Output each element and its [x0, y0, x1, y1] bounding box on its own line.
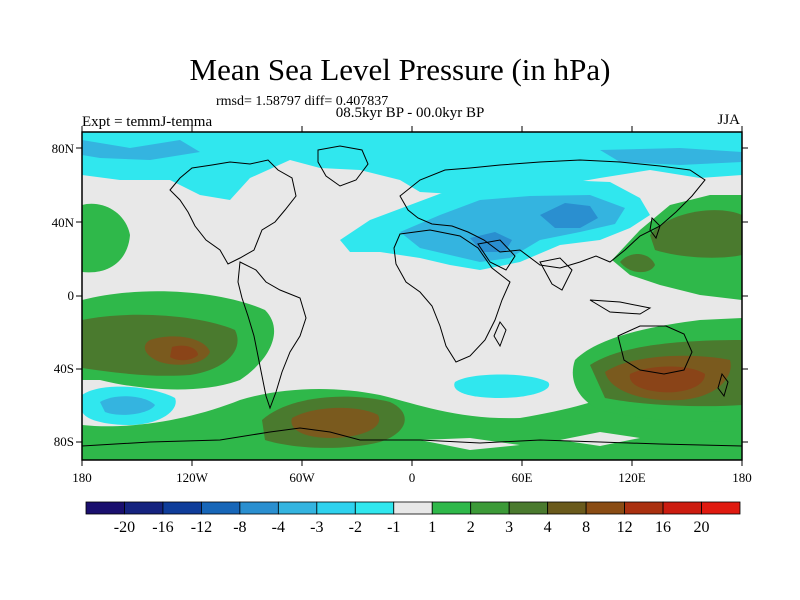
colorbar-label: 2 [466, 519, 475, 536]
colorbar-label: -20 [113, 519, 136, 536]
period-text: 08.5kyr BP - 00.0kyr BP [335, 105, 485, 121]
lon-label-0: 0 [408, 470, 416, 485]
coast-new-zealand [717, 372, 729, 398]
southern-ocean-high [82, 360, 742, 460]
season-label: JJA [717, 112, 740, 128]
colorbar-label: -16 [152, 519, 174, 536]
colorbar-label: -1 [387, 519, 401, 536]
colorbar-swatch [662, 501, 702, 515]
colorbar-label: 20 [693, 519, 710, 536]
colorbar-label: 1 [428, 519, 437, 536]
east-asia-high [620, 254, 655, 273]
antarctic-neutral [560, 432, 640, 446]
colorbar-swatch [624, 501, 664, 515]
lat-label-40n: 40N [51, 215, 74, 230]
colorbar-label: 12 [616, 519, 633, 536]
australia-high-max [629, 366, 705, 393]
nw-pacific-high-mid [650, 210, 742, 258]
colorbar-label: 3 [505, 519, 514, 536]
lon-label-60e: 60E [511, 470, 533, 485]
lon-label-60w: 60W [289, 470, 315, 485]
colorbar-swatch [239, 501, 279, 515]
ne-pacific-high [82, 203, 130, 273]
colorbar-swatch [85, 501, 125, 515]
colorbar-swatch [431, 501, 472, 515]
south-atlantic-high-core [291, 407, 380, 438]
axis-ticks [76, 126, 748, 466]
colorbar-label: 4 [543, 519, 552, 536]
stats-text: rmsd= 1.58797 diff= 0.407837 [216, 94, 389, 109]
coast-south-america [237, 261, 307, 410]
colorbar-swatch [393, 501, 433, 515]
colorbar-swatch [547, 501, 587, 515]
colorbar-swatch [508, 501, 549, 515]
south-pacific-low-core [100, 396, 155, 415]
south-indian-low [454, 374, 550, 398]
map-title: Mean Sea Level Pressure (in hPa) [189, 52, 611, 87]
coast-eurasia [399, 159, 706, 269]
colorbar [85, 501, 741, 515]
coast-arabia [477, 239, 516, 271]
coast-japan [649, 216, 661, 240]
coast-africa [393, 229, 511, 363]
lat-label-40s: 40S [53, 361, 74, 376]
coast-north-america [169, 159, 297, 265]
colorbar-label: -3 [310, 519, 324, 536]
arctic-low-anomaly [82, 132, 742, 200]
colorbar-label: -8 [233, 519, 247, 536]
lat-label-80s: 80S [53, 434, 74, 449]
lon-label-120w: 120W [176, 470, 208, 485]
arctic-low-core [82, 140, 200, 160]
colorbar-swatch [162, 501, 202, 515]
lat-label-80n: 80N [51, 141, 74, 156]
colorbar-swatch [701, 501, 741, 515]
colorbar-swatch [470, 501, 510, 515]
colorbar-label: -2 [348, 519, 362, 536]
lat-label-0: 0 [67, 288, 75, 303]
colorbar-swatch [354, 501, 395, 515]
colorbar-swatch [124, 501, 164, 515]
colorbar-label: 8 [582, 519, 591, 536]
coast-india [539, 257, 573, 291]
coast-indonesia [589, 299, 652, 315]
coastlines [82, 145, 742, 447]
lon-label-180w: 180 [72, 470, 92, 485]
colorbar-swatch [316, 501, 356, 515]
coast-australia [617, 325, 693, 375]
eurasia-low-core [540, 203, 598, 228]
map-field [82, 132, 742, 460]
coast-madagascar [493, 321, 507, 348]
colorbar-label: 16 [655, 519, 672, 536]
south-pacific-high-max [170, 345, 198, 361]
colorbar-label: -4 [271, 519, 285, 536]
lon-label-120e: 120E [618, 470, 646, 485]
colorbar-swatch [277, 501, 318, 515]
arctic-low-core [600, 148, 742, 165]
colorbar-swatch [201, 501, 241, 515]
coast-antarctica [82, 427, 742, 447]
colorbar-swatch [585, 501, 625, 515]
coast-greenland [317, 145, 369, 187]
lon-label-180e: 180 [732, 470, 752, 485]
experiment-label: Expt = temmJ-temma [82, 114, 213, 130]
colorbar-label: -12 [190, 519, 213, 536]
